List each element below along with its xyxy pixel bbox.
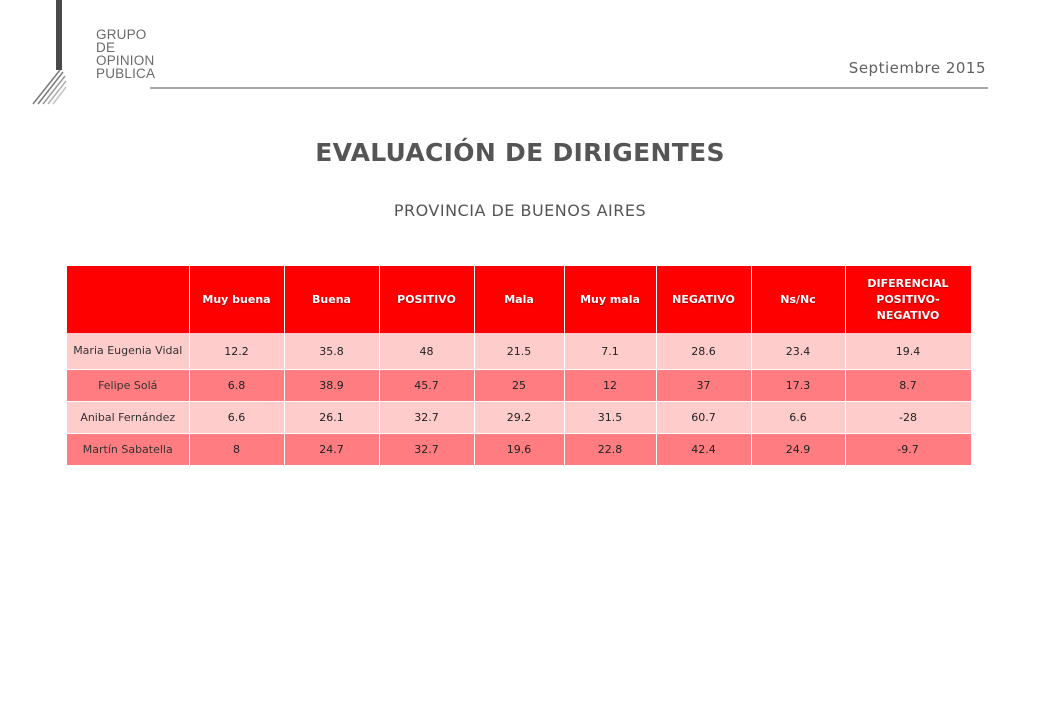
table-cell: 21.5 — [474, 333, 565, 370]
table-row: Martín Sabatella 8 24.7 32.7 19.6 22.8 4… — [67, 433, 972, 466]
table-cell: 48 — [379, 333, 475, 370]
header-divider — [150, 87, 988, 89]
header-cell: POSITIVO — [379, 266, 475, 333]
table-cell: 19.6 — [474, 433, 565, 466]
table-cell: 37 — [656, 369, 752, 402]
page-title: EVALUACIÓN DE DIRIGENTES — [315, 138, 725, 167]
table-cell: 42.4 — [656, 433, 752, 466]
logo-line: DE — [96, 40, 116, 55]
table-cell: 6.8 — [189, 369, 285, 402]
header-cell — [67, 266, 190, 333]
table-cell: 6.6 — [751, 401, 846, 434]
evaluation-table: Muy buena Buena POSITIVO Mala Muy mala N… — [67, 266, 972, 466]
report-date: Septiembre 2015 — [848, 59, 986, 77]
table-row: Maria Eugenia Vidal 12.2 35.8 48 21.5 7.… — [67, 333, 972, 370]
table-cell: 24.9 — [751, 433, 846, 466]
header-cell: NEGATIVO — [656, 266, 752, 333]
table-cell: 29.2 — [474, 401, 565, 434]
table-cell: 24.7 — [284, 433, 380, 466]
header-cell: Muy buena — [189, 266, 285, 333]
table-cell: -28 — [845, 401, 972, 434]
logo-mark-icon — [32, 0, 67, 105]
header-cell: Mala — [474, 266, 565, 333]
row-name: Martín Sabatella — [67, 433, 190, 466]
row-name: Anibal Fernández — [67, 401, 190, 434]
page-subtitle: PROVINCIA DE BUENOS AIRES — [393, 201, 647, 220]
table-cell: 23.4 — [751, 333, 846, 370]
row-name: Felipe Solá — [67, 369, 190, 402]
header-cell: DIFERENCIAL POSITIVO-NEGATIVO — [845, 266, 972, 333]
table-cell: 25 — [474, 369, 565, 402]
table-cell: 38.9 — [284, 369, 380, 402]
logo-line: PUBLICA — [96, 66, 156, 81]
table-cell: 12.2 — [189, 333, 285, 370]
table-cell: 60.7 — [656, 401, 752, 434]
table-cell: 12 — [564, 369, 657, 402]
header-cell: Ns/Nc — [751, 266, 846, 333]
row-name: Maria Eugenia Vidal — [67, 333, 190, 370]
header-cell: Muy mala — [564, 266, 657, 333]
logo: GRUPO DE OPINION PUBLICA — [30, 0, 170, 110]
table-cell: 17.3 — [751, 369, 846, 402]
table-row: Felipe Solá 6.8 38.9 45.7 25 12 37 17.3 … — [67, 369, 972, 402]
table-cell: 28.6 — [656, 333, 752, 370]
table-cell: 31.5 — [564, 401, 657, 434]
table-cell: 22.8 — [564, 433, 657, 466]
logo-line: OPINION — [96, 53, 155, 68]
table-cell: -9.7 — [845, 433, 972, 466]
table-cell: 7.1 — [564, 333, 657, 370]
table-cell: 32.7 — [379, 433, 475, 466]
table-cell: 8 — [189, 433, 285, 466]
table-cell: 35.8 — [284, 333, 380, 370]
table-cell: 6.6 — [189, 401, 285, 434]
logo-line: GRUPO — [96, 27, 147, 42]
logo-text: GRUPO DE OPINION PUBLICA — [96, 27, 196, 81]
table-row: Anibal Fernández 6.6 26.1 32.7 29.2 31.5… — [67, 401, 972, 434]
table-cell: 19.4 — [845, 333, 972, 370]
table-cell: 32.7 — [379, 401, 475, 434]
table-cell: 8.7 — [845, 369, 972, 402]
table-cell: 26.1 — [284, 401, 380, 434]
table-header-row: Muy buena Buena POSITIVO Mala Muy mala N… — [67, 266, 972, 333]
table-cell: 45.7 — [379, 369, 475, 402]
header-cell: Buena — [284, 266, 380, 333]
